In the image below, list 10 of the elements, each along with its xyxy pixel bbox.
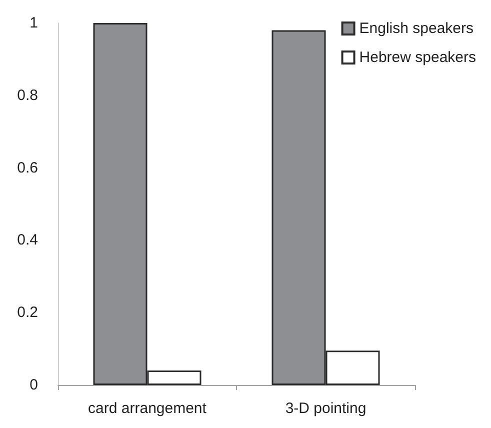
x-tick-label: 3-D pointing xyxy=(285,400,366,417)
y-tick-label: 0.8 xyxy=(17,86,38,104)
y-tick-label: 0.6 xyxy=(17,159,38,176)
legend-label: Hebrew speakers xyxy=(359,49,476,66)
y-tick-label: 0.2 xyxy=(17,304,38,322)
legend-label: English speakers xyxy=(359,20,474,37)
y-tick-label: 0 xyxy=(30,376,38,394)
x-tick-label: card arrangement xyxy=(88,400,208,417)
y-tick-label: 0.4 xyxy=(17,232,38,249)
y-tick-label: 1 xyxy=(30,14,38,32)
